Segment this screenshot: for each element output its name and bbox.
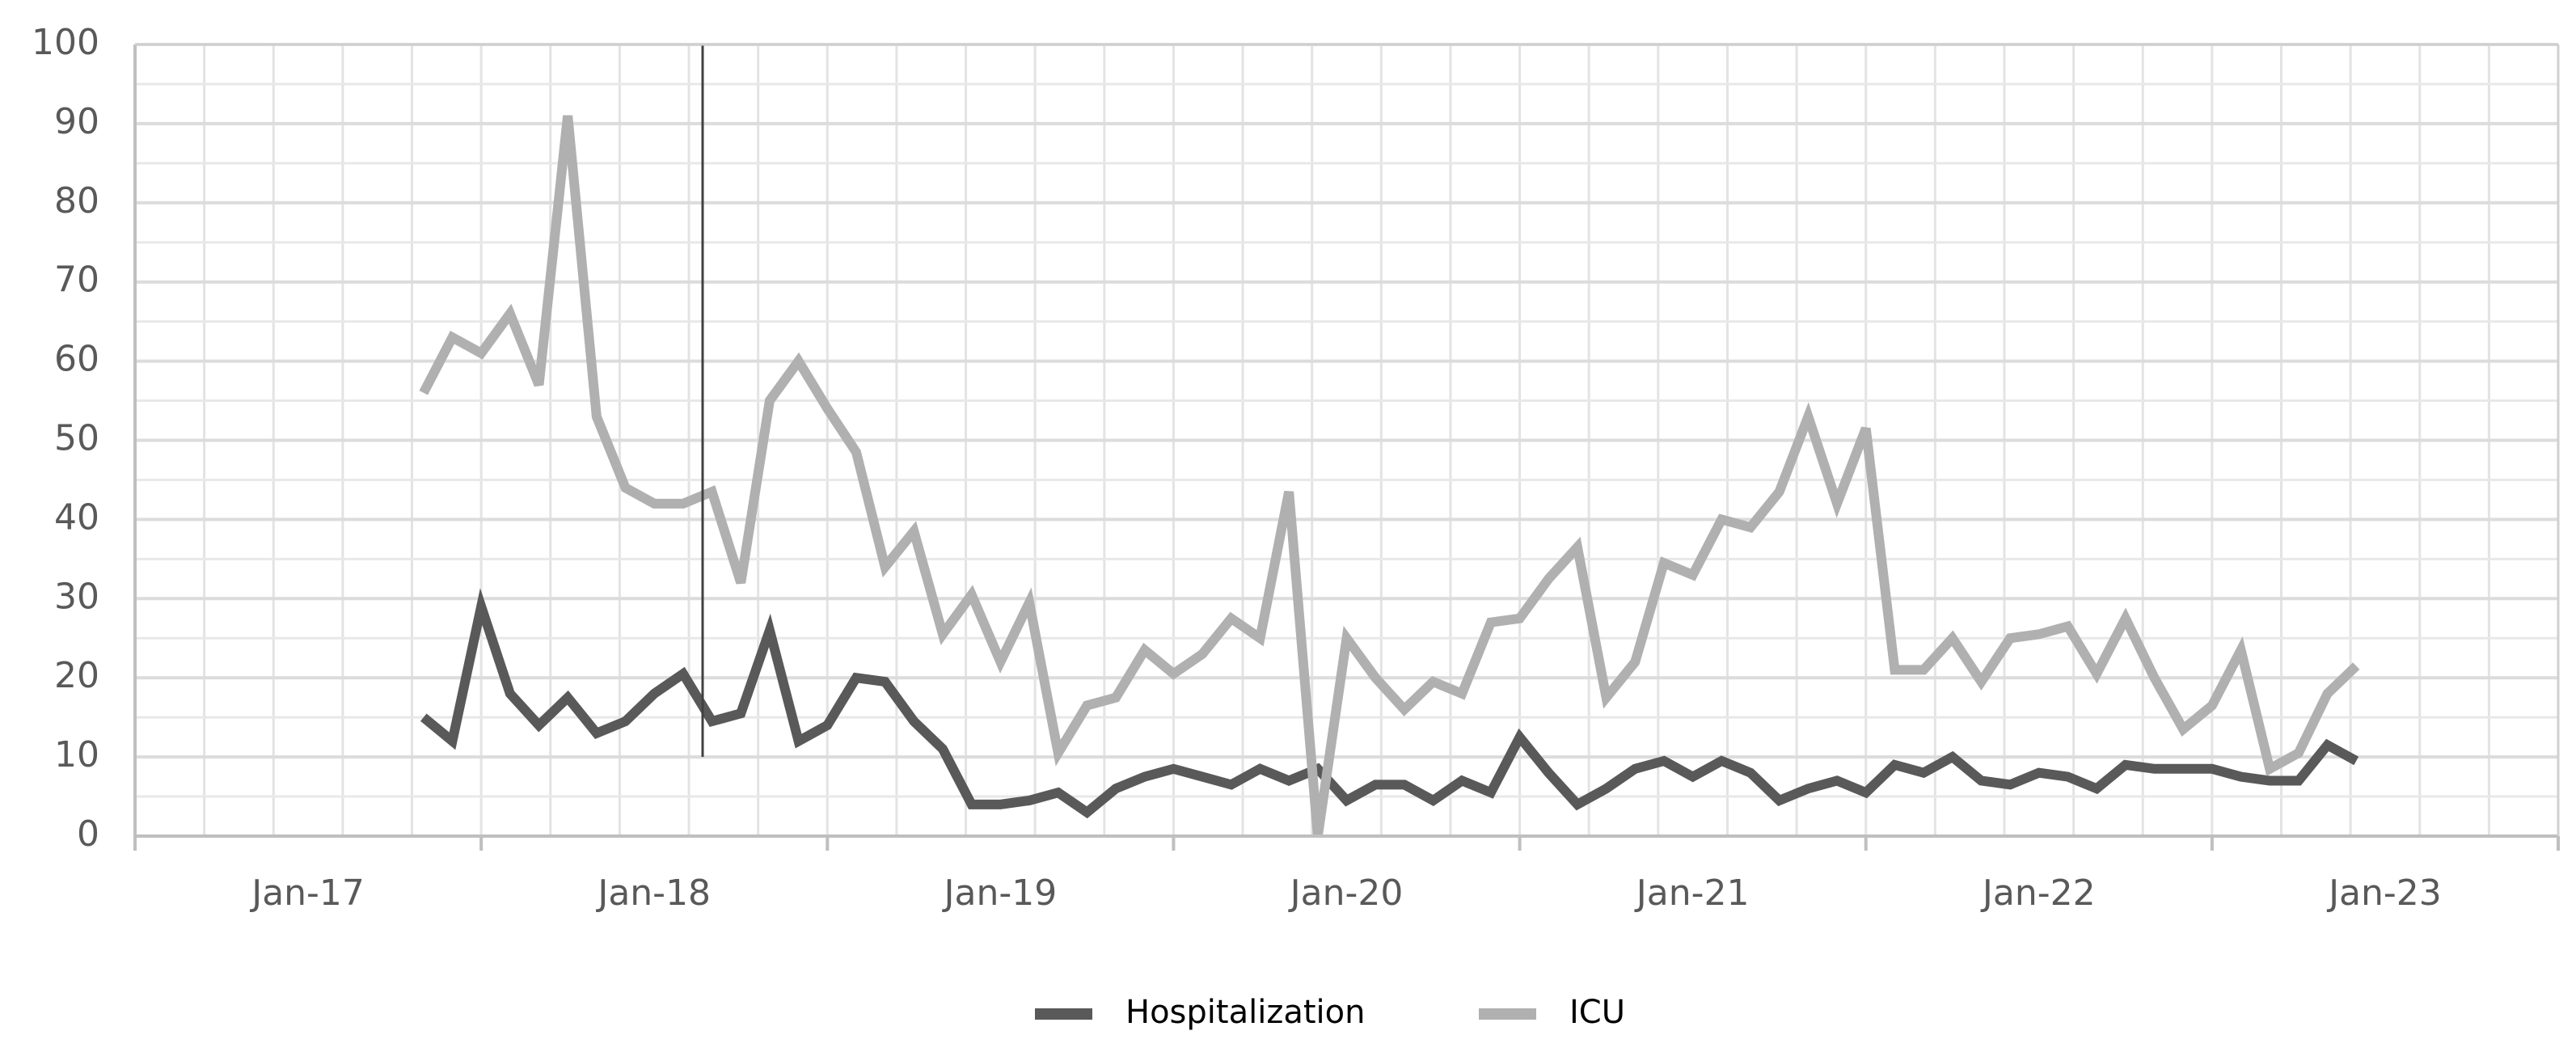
- y-tick-label: 30: [54, 576, 99, 617]
- x-tick-label: Jan-22: [1980, 872, 2096, 914]
- x-tick-label: Jan-17: [249, 872, 365, 914]
- y-tick-label: 20: [54, 655, 99, 696]
- y-tick-label: 100: [32, 22, 99, 63]
- y-tick-label: 10: [54, 734, 99, 775]
- x-tick-label: Jan-18: [595, 872, 711, 914]
- legend-label: ICU: [1569, 994, 1625, 1031]
- y-tick-label: 80: [54, 180, 99, 222]
- y-tick-label: 70: [54, 260, 99, 301]
- x-tick-label: Jan-21: [1634, 872, 1750, 914]
- data-line: [420, 588, 2359, 819]
- legend-label: Hospitalization: [1125, 994, 1365, 1031]
- y-tick-label: 90: [54, 101, 99, 142]
- plot: [419, 115, 2360, 837]
- x-tick-label: Jan-23: [2326, 872, 2442, 914]
- y-tick-label: 50: [54, 418, 99, 459]
- y-tick-label: 60: [54, 339, 99, 380]
- x-tick-label: Jan-19: [942, 872, 1058, 914]
- data-line: [419, 115, 2360, 837]
- y-tick-label: 0: [77, 813, 99, 855]
- y-tick-label: 40: [54, 496, 99, 538]
- x-tick-label: Jan-20: [1288, 872, 1404, 914]
